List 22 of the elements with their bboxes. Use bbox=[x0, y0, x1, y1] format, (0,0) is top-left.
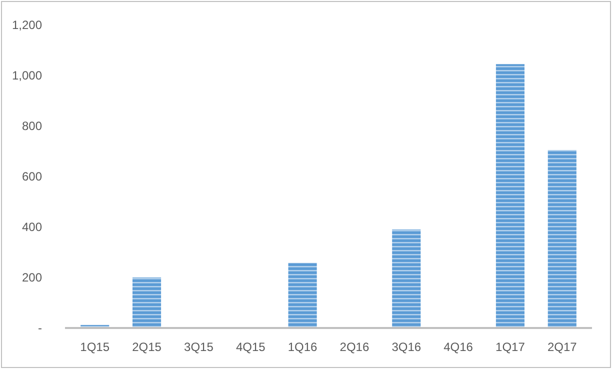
y-tick-label: 200 bbox=[22, 270, 42, 285]
bar bbox=[392, 230, 421, 328]
y-tick-label: 1,200 bbox=[12, 18, 42, 32]
x-tick-label: 1Q15 bbox=[80, 340, 110, 354]
y-tick-label: - bbox=[38, 321, 42, 336]
y-tick-label: 1,000 bbox=[12, 68, 42, 83]
bar bbox=[548, 150, 576, 328]
x-tick-label: 2Q16 bbox=[340, 340, 370, 354]
x-tick-label: 1Q16 bbox=[288, 340, 318, 354]
bar bbox=[132, 278, 162, 328]
y-tick-label: 800 bbox=[22, 119, 42, 134]
x-tick-label: 4Q15 bbox=[236, 340, 266, 354]
x-tick-label: 3Q16 bbox=[392, 340, 422, 354]
x-tick-label: 2Q17 bbox=[547, 340, 578, 354]
x-tick-label: 1Q17 bbox=[496, 340, 526, 354]
bar bbox=[288, 262, 317, 328]
bar bbox=[496, 64, 525, 328]
y-tick-label: 400 bbox=[22, 220, 42, 234]
x-tick-label: 4Q16 bbox=[444, 340, 474, 354]
x-tick-label: 2Q15 bbox=[132, 340, 162, 354]
y-tick-label: 600 bbox=[22, 170, 42, 184]
x-tick-label: 3Q15 bbox=[184, 340, 214, 354]
